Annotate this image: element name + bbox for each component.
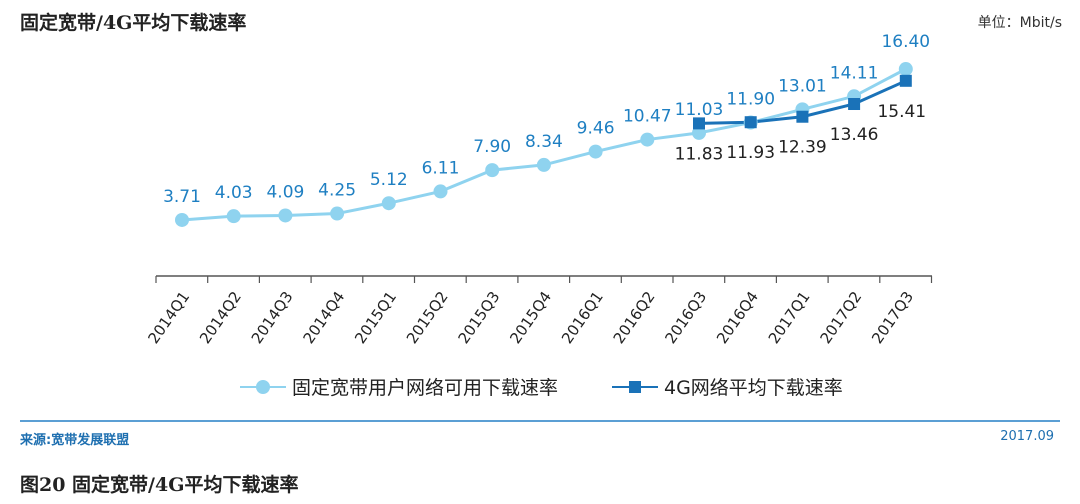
footer-divider: [20, 420, 1060, 422]
x-tick-label: 2014Q4: [299, 288, 348, 347]
data-label-4g: 12.39: [778, 138, 827, 158]
chart-title: 固定宽带/4G平均下载速率: [20, 12, 247, 34]
x-tick-label: 2017Q2: [816, 288, 865, 347]
data-point-4g: [899, 74, 912, 87]
x-tick-label: 2016Q2: [610, 288, 659, 347]
x-tick-label: 2016Q3: [661, 288, 710, 347]
data-point-broadband: [330, 206, 345, 221]
x-tick-label: 2017Q3: [868, 288, 917, 347]
legend-item-broadband: 固定宽带用户网络可用下载速率: [240, 373, 558, 400]
data-label-broadband: 9.46: [577, 119, 615, 139]
data-label-broadband: 4.09: [266, 182, 304, 202]
x-tick-label: 2017Q1: [765, 288, 814, 347]
x-tick-label: 2016Q1: [558, 288, 607, 347]
legend-swatch-4g: [612, 377, 658, 397]
data-label-4g: 11.93: [726, 143, 775, 163]
data-label-broadband: 7.90: [473, 137, 511, 157]
data-label-4g: 11.83: [675, 144, 724, 164]
data-point-4g: [744, 116, 757, 129]
date-note: 2017.09: [1000, 429, 1054, 444]
data-point-broadband: [898, 62, 913, 77]
data-point-broadband: [485, 163, 500, 178]
data-point-broadband: [536, 157, 551, 172]
legend-label-4g: 4G网络平均下载速率: [664, 377, 843, 399]
data-label-broadband: 8.34: [525, 132, 563, 152]
data-label-broadband: 3.71: [163, 187, 201, 207]
data-label-broadband: 13.01: [778, 76, 827, 96]
data-label-broadband: 11.90: [726, 90, 775, 110]
data-point-4g: [848, 98, 861, 111]
data-point-broadband: [278, 208, 293, 223]
data-label-broadband: 4.25: [318, 181, 356, 201]
x-tick-label: 2016Q4: [713, 288, 762, 347]
data-point-broadband: [692, 125, 706, 140]
x-tick-label: 2015Q3: [455, 288, 504, 347]
line-chart: 2014Q1 2014Q2 2014Q3 2014Q4 2015Q1 2015Q2 2015…: [144, 32, 933, 347]
unit-label: 单位：Mbit/s: [977, 15, 1062, 31]
x-tick-label: 2014Q2: [196, 288, 245, 347]
data-point-broadband: [175, 212, 189, 227]
legend-swatch-broadband: [240, 377, 286, 397]
data-label-broadband: 10.47: [623, 107, 672, 127]
x-tick-label: 2015Q2: [403, 288, 452, 347]
x-tick-label: 2015Q4: [506, 288, 555, 347]
data-label-broadband: 4.03: [215, 183, 253, 203]
data-point-broadband: [588, 144, 603, 159]
data-label-4g: 13.46: [830, 125, 879, 145]
data-point-broadband: [433, 184, 448, 199]
data-point-broadband: [226, 209, 241, 224]
figure-caption: 图20 固定宽带/4G平均下载速率: [20, 474, 299, 496]
source-note: 来源:宽带发展联盟: [20, 433, 130, 448]
x-tick-label: 2015Q1: [351, 288, 400, 347]
data-point-broadband: [381, 196, 396, 211]
legend: 固定宽带用户网络可用下载速率 4G网络平均下载速率: [0, 373, 1080, 403]
data-label-broadband: 14.11: [830, 63, 879, 83]
data-label-broadband: 6.11: [422, 158, 460, 178]
data-label-broadband: 16.40: [881, 32, 930, 52]
data-point-broadband: [640, 132, 655, 147]
data-label-broadband: 5.12: [370, 170, 408, 190]
legend-label-broadband: 固定宽带用户网络可用下载速率: [292, 377, 559, 399]
data-point-4g: [693, 117, 705, 130]
x-tick-label: 2014Q1: [144, 288, 193, 347]
data-label-4g: 15.41: [877, 102, 926, 122]
legend-item-4g: 4G网络平均下载速率: [612, 373, 843, 400]
x-tick-label: 2014Q3: [248, 288, 297, 347]
data-label-broadband: 11.03: [675, 100, 724, 120]
data-point-4g: [796, 110, 809, 123]
